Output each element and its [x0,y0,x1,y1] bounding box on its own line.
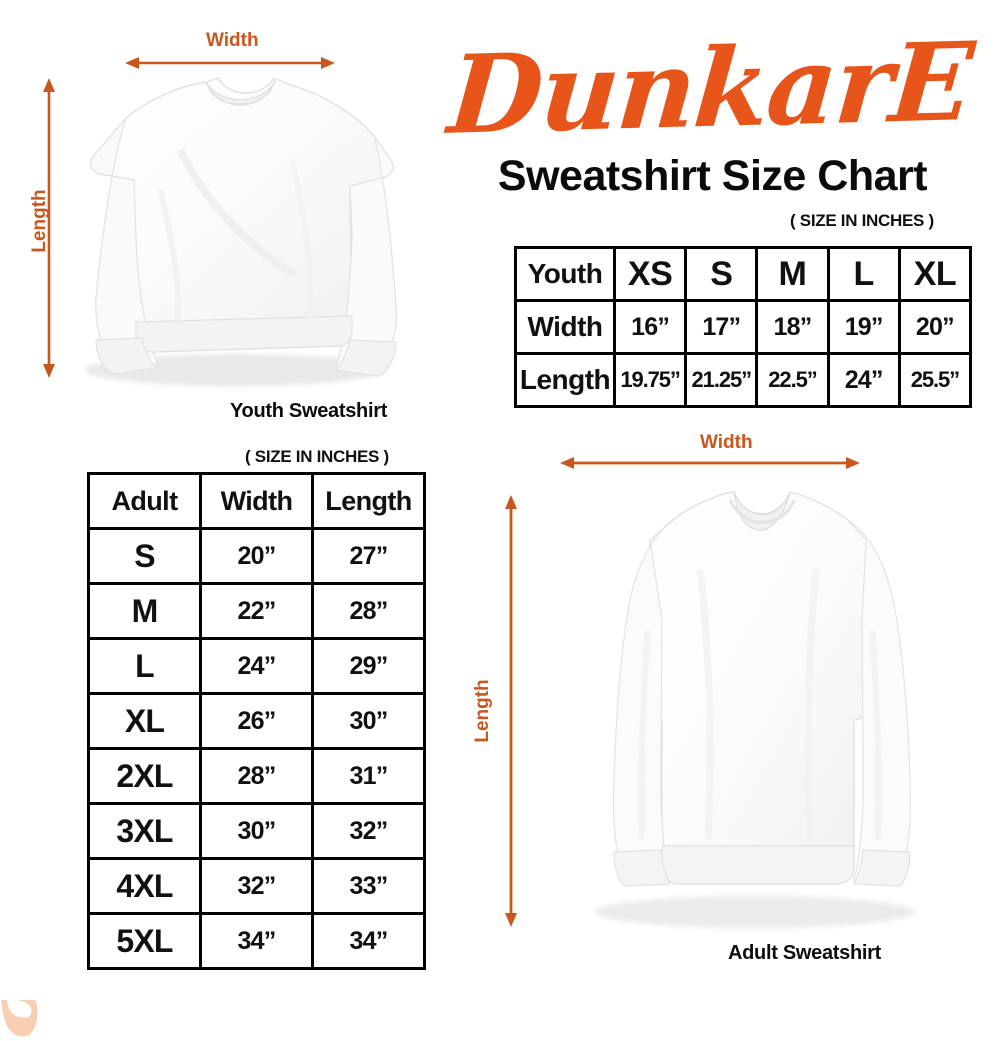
youth-width-xl: 20” [897,299,973,355]
youth-size-table: Youth XS S M L XL Width 16” 17” 18” 19” … [514,246,973,408]
youth-length-arrow [42,78,56,378]
youth-size-s: S [684,246,759,302]
brand-logo: DunkarE [440,19,980,159]
adult-width-2: 24” [199,637,314,695]
adult-width-6: 32” [199,857,314,915]
adult-width-1: 22” [199,582,314,640]
adult-sweatshirt-illustration [595,491,915,928]
double-headed-arrow-icon [560,457,860,469]
adult-header-width: Width [199,472,314,530]
youth-length-s: 21.25” [684,352,759,408]
adult-header-length: Length [311,472,426,530]
adult-size-7: 5XL [87,912,202,970]
table-row: XL 26” 30” [87,692,426,750]
youth-sweatshirt-figure [30,40,430,400]
table-row: Width 16” 17” 18” 19” 20” [514,299,973,355]
youth-unit-note: ( SIZE IN INCHES ) [790,211,934,230]
youth-width-label: Width [206,30,259,51]
youth-width-l: 19” [826,299,901,355]
youth-width-m: 18” [755,299,830,355]
youth-sweatshirt-illustration [85,77,397,386]
table-row: L 24” 29” [87,637,426,695]
adult-size-1: M [87,582,202,640]
double-headed-arrow-icon [125,57,335,69]
adult-size-4: 2XL [87,747,202,805]
youth-size-xl: XL [897,246,973,302]
adult-figure-caption: Adult Sweatshirt [728,942,881,964]
adult-length-label: Length [472,679,493,743]
watermark-adult: Dunkare [0,520,80,1041]
table-row: Length 19.75” 21.25” 22.5” 24” 25.5” [514,352,973,408]
adult-width-5: 30” [199,802,314,860]
double-headed-arrow-icon [505,495,517,927]
table-row: S 20” 27” [87,527,426,585]
adult-size-6: 4XL [87,857,202,915]
adult-width-arrow [560,456,860,470]
adult-length-0: 27” [311,527,426,585]
adult-length-arrow [504,495,518,927]
adult-width-4: 28” [199,747,314,805]
youth-size-xs: XS [612,246,688,302]
adult-length-2: 29” [311,637,426,695]
youth-length-l: 24” [826,352,901,408]
adult-size-table: Adult Width Length S 20” 27” M 22” 28” L… [87,472,426,970]
table-row: 3XL 30” 32” [87,802,426,860]
adult-sweatshirt-figure [530,480,980,940]
adult-size-5: 3XL [87,802,202,860]
adult-unit-note: ( SIZE IN INCHES ) [245,447,389,466]
youth-width-arrow [125,56,335,70]
adult-width-7: 34” [199,912,314,970]
youth-row-label-0: Youth [514,246,616,302]
youth-row-label-2: Length [514,352,616,408]
table-row: 4XL 32” 33” [87,857,426,915]
youth-length-xl: 25.5” [897,352,973,408]
youth-length-xs: 19.75” [612,352,688,408]
adult-size-2: L [87,637,202,695]
adult-header-size: Adult [87,472,202,530]
youth-size-m: M [755,246,830,302]
adult-length-7: 34” [311,912,426,970]
adult-length-4: 31” [311,747,426,805]
youth-length-label: Length [29,189,50,253]
youth-figure-caption: Youth Sweatshirt [230,400,388,422]
adult-width-label: Width [700,432,753,453]
adult-length-6: 33” [311,857,426,915]
youth-row-label-1: Width [514,299,616,355]
table-row: M 22” 28” [87,582,426,640]
adult-length-1: 28” [311,582,426,640]
youth-size-l: L [826,246,901,302]
page-title: Sweatshirt Size Chart [497,152,928,200]
table-row: Youth XS S M L XL [514,246,973,302]
youth-width-s: 17” [684,299,759,355]
table-row: 5XL 34” 34” [87,912,426,970]
brand-logo-text: DunkarE [444,19,976,159]
adult-size-0: S [87,527,202,585]
table-row: 2XL 28” 31” [87,747,426,805]
adult-width-0: 20” [199,527,314,585]
youth-width-xs: 16” [612,299,688,355]
adult-length-5: 32” [311,802,426,860]
adult-size-3: XL [87,692,202,750]
adult-width-3: 26” [199,692,314,750]
table-row: Adult Width Length [87,472,426,530]
adult-length-3: 30” [311,692,426,750]
youth-length-m: 22.5” [755,352,830,408]
double-headed-arrow-icon [43,78,55,378]
